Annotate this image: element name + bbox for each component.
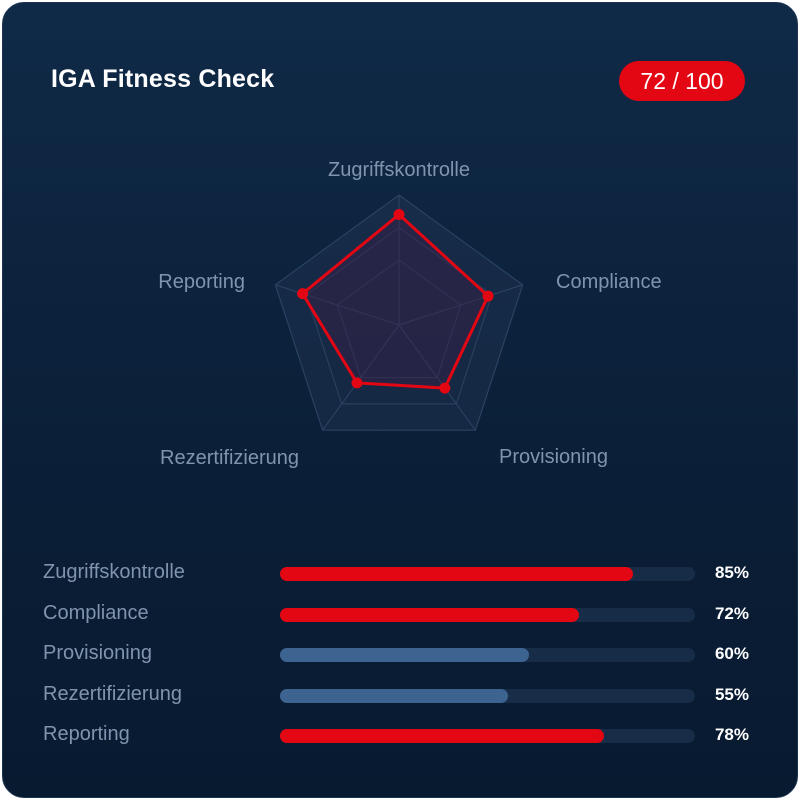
radar-series [297, 209, 494, 394]
score-bar-fill [280, 729, 604, 744]
score-bar-track [280, 729, 695, 744]
score-bar-label: Zugriffskontrolle [43, 561, 185, 583]
score-bar-row: Compliance 72% [43, 600, 755, 641]
radar-spoke [275, 284, 400, 326]
radar-axis-labels: Zugriffskontrolle Compliance Provisioning R… [158, 159, 661, 469]
score-bar-fill [280, 688, 509, 703]
radar-point-provisioning [439, 382, 451, 394]
score-bar-track [280, 688, 695, 703]
score-bar-label: Provisioning [43, 642, 152, 665]
score-bar-value: 78% [714, 725, 749, 745]
score-bar-track [280, 567, 695, 581]
card-title: IGA Fitness Check [51, 65, 275, 93]
score-bar-fill [280, 607, 579, 622]
radar-point-rezertifizierung [351, 377, 363, 389]
score-bar-label: Rezertifizierung [43, 682, 182, 705]
score-bar-label: Reporting [43, 723, 130, 746]
score-bar-row: Provisioning 60% [43, 640, 755, 681]
score-bar-value: 72% [714, 603, 749, 623]
radar-spoke [398, 284, 523, 326]
radar-grid-ring [336, 259, 462, 379]
score-bar-row: Zugriffskontrolle 85% [43, 559, 755, 600]
score-bar-fill [280, 648, 529, 663]
radar-series-area [301, 213, 490, 390]
radar-axis-label-compliance: Compliance [556, 271, 662, 293]
score-bar-value: 85% [714, 563, 749, 582]
radar-axis-label-rezertifizierung: Rezertifizierung [160, 447, 299, 469]
score-bar-track [280, 607, 695, 622]
radar-spoke [322, 324, 400, 431]
score-bar-value: 55% [714, 684, 749, 704]
score-bar-list: Zugriffskontrolle 85% Compliance 72% Provisi… [43, 559, 755, 762]
radar-axis-label-zugriffskontrolle: Zugriffskontrolle [328, 159, 470, 181]
score-bar-row: Rezertifizierung 55% [43, 681, 755, 722]
radar-point-compliance [482, 290, 494, 302]
score-bar-value: 60% [714, 644, 749, 664]
radar-spoke [398, 324, 476, 431]
radar-chart: Zugriffskontrolle Compliance Provisioning R… [158, 159, 661, 469]
radar-axis-label-reporting: Reporting [158, 271, 245, 293]
score-bar-label: Compliance [43, 601, 149, 624]
radar-point-reporting [297, 288, 309, 300]
score-badge: 72 / 100 [619, 61, 745, 101]
score-bar-fill [280, 567, 633, 581]
score-bar-track [280, 648, 695, 663]
radar-axis-label-provisioning: Provisioning [499, 446, 608, 468]
radar-point-zugriffskontrolle [393, 209, 405, 220]
score-bar-row: Reporting 78% [43, 721, 755, 762]
